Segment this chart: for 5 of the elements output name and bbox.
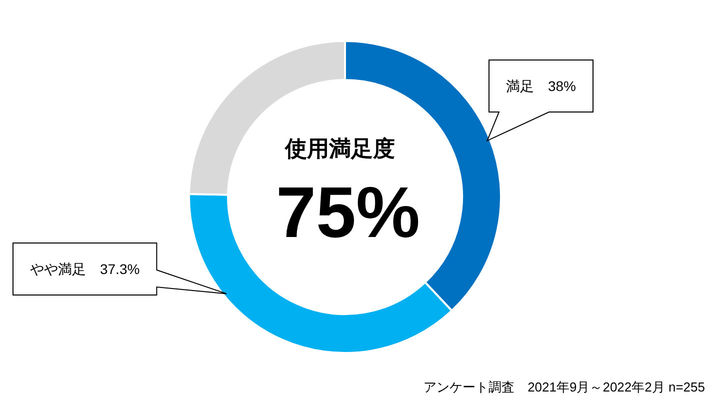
text: 75% [276,172,420,253]
text: 使用満足度 [284,136,395,162]
slice-label: 満足 38% [504,77,578,96]
slice-label: やや満足 37.3% [28,260,141,279]
text: アンケート調査 2021年9月～2022年2月 n=255 [424,380,705,395]
